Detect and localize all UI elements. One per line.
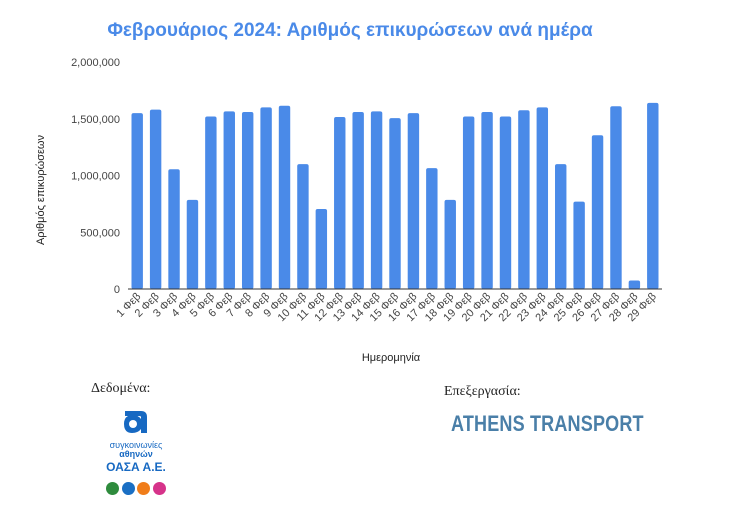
- trolley-icon: [137, 482, 151, 495]
- metro-icon: [121, 482, 135, 495]
- bar: [370, 111, 383, 289]
- bar: [297, 164, 309, 289]
- oasa-transport-modes: [106, 482, 166, 496]
- y-axis-ticks: 2,000,000 1,500,000 1,000,000 500,000 0: [71, 57, 120, 296]
- bar: [168, 169, 180, 289]
- bar: [573, 201, 585, 289]
- data-source-label: Δεδομένα:: [91, 381, 151, 396]
- processing-label: Επεξεργασία:: [444, 384, 521, 399]
- bar: [186, 199, 199, 289]
- tram-icon: [152, 482, 166, 495]
- bar: [241, 111, 254, 289]
- bar: [628, 280, 641, 289]
- y-tick-label: 500,000: [80, 227, 120, 239]
- bar: [352, 111, 364, 289]
- bar: [315, 208, 328, 289]
- x-axis-label: Ημερομηνία: [362, 352, 421, 364]
- y-axis-label: Αριθμός επικυρώσεων: [35, 134, 47, 245]
- oasa-name: ΟΑΣΑ Α.Ε.: [106, 460, 166, 474]
- oasa-logo: συγκοινωνίες αθηνών ΟΑΣΑ Α.Ε.: [96, 407, 176, 502]
- bar: [591, 135, 604, 289]
- bus-icon: [106, 482, 119, 495]
- bar: [149, 109, 162, 289]
- chart-title: Φεβρουάριος 2024: Αριθμός επικυρώσεων αν…: [107, 20, 593, 41]
- bar-chart: 2,000,000 1,500,000 1,000,000 500,000 0 1 Φε…: [35, 57, 662, 364]
- oasa-line2: αθηνών: [119, 449, 153, 459]
- y-tick-label: 0: [114, 284, 120, 296]
- bar: [407, 113, 420, 289]
- oasa-line1: συγκοινωνίες: [109, 440, 163, 450]
- bar: [536, 107, 549, 290]
- bar: [610, 106, 622, 289]
- athens-transport-logo: ATHENS TRANSPORT: [451, 411, 644, 436]
- bar: [131, 113, 143, 289]
- y-tick-label: 1,000,000: [71, 171, 120, 183]
- oasa-alpha-icon: [124, 411, 147, 433]
- bars: [131, 102, 659, 290]
- bar: [334, 117, 346, 289]
- bar: [223, 111, 235, 289]
- bar: [481, 111, 493, 289]
- bar: [462, 116, 475, 289]
- bar: [518, 110, 530, 289]
- y-tick-label: 1,500,000: [71, 114, 120, 126]
- bar: [444, 199, 456, 289]
- y-tick-label: 2,000,000: [71, 57, 120, 69]
- bar: [499, 116, 512, 289]
- bar: [647, 102, 659, 289]
- bar: [205, 116, 217, 289]
- bar: [426, 168, 438, 289]
- bar: [555, 164, 567, 289]
- bar: [389, 118, 401, 290]
- bar: [260, 107, 272, 290]
- bar: [278, 105, 291, 289]
